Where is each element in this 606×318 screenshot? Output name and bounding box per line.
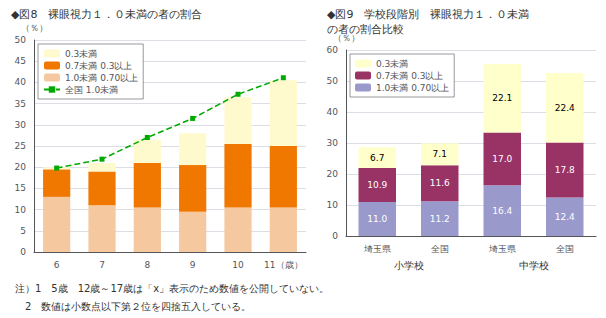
svg-text:50: 50 (15, 35, 27, 45)
svg-text:30: 30 (327, 138, 339, 148)
svg-text:6: 6 (54, 260, 60, 270)
svg-text:5: 5 (20, 226, 26, 236)
svg-text:22.1: 22.1 (492, 93, 512, 103)
svg-text:0.3未満: 0.3未満 (65, 49, 97, 59)
svg-text:35: 35 (15, 99, 26, 109)
svg-text:全国: 全国 (431, 244, 449, 254)
svg-text:22.4: 22.4 (555, 103, 575, 113)
svg-text:0.3未満: 0.3未満 (376, 59, 408, 69)
svg-text:6.7: 6.7 (370, 153, 384, 163)
svg-text:小学校: 小学校 (394, 260, 424, 271)
svg-text:埼玉県: 埼玉県 (363, 244, 391, 254)
svg-text:全国: 全国 (556, 244, 574, 254)
svg-text:15: 15 (15, 183, 26, 193)
svg-text:16.4: 16.4 (492, 206, 512, 216)
svg-text:11.2: 11.2 (430, 214, 450, 224)
svg-text:20: 20 (15, 162, 27, 172)
svg-text:埼玉県: 埼玉県 (488, 244, 516, 254)
svg-text:10.9: 10.9 (367, 180, 387, 190)
svg-text:17.8: 17.8 (555, 165, 575, 175)
svg-text:20: 20 (327, 169, 339, 179)
svg-text:9: 9 (190, 260, 196, 270)
svg-text:10: 10 (327, 200, 339, 210)
svg-text:0.7未満 0.3以上: 0.7未満 0.3以上 (376, 71, 444, 81)
svg-text:11.0: 11.0 (367, 214, 387, 224)
svg-text:10: 10 (15, 205, 27, 215)
svg-text:7.1: 7.1 (433, 149, 447, 159)
svg-text:40: 40 (15, 77, 27, 87)
svg-text:注）1 5歳 12歳～17歳は「x」表示のため数値を公開して: 注）1 5歳 12歳～17歳は「x」表示のため数値を公開していない。 (15, 283, 329, 294)
svg-text:0: 0 (332, 231, 338, 241)
svg-text:40: 40 (327, 107, 339, 117)
svg-text:25: 25 (15, 141, 26, 151)
svg-text:2 数値は小数点以下第２位を四捨五入している。: 2 数値は小数点以下第２位を四捨五入している。 (15, 301, 251, 312)
svg-text:全国 1.0未満: 全国 1.0未満 (65, 85, 118, 95)
svg-text:30: 30 (15, 120, 27, 130)
svg-text:10: 10 (232, 260, 244, 270)
svg-text:（％）: （％） (21, 23, 48, 33)
svg-text:11（歳）: 11（歳） (264, 260, 302, 270)
svg-text:中学校: 中学校 (519, 260, 549, 271)
svg-text:17.0: 17.0 (492, 154, 512, 164)
svg-text:◆図9 学校段階別 裸眼視力１．０未満: ◆図9 学校段階別 裸眼視力１．０未満 (327, 8, 529, 21)
svg-text:12.4: 12.4 (555, 212, 575, 222)
svg-text:11.6: 11.6 (430, 178, 450, 188)
svg-text:45: 45 (15, 56, 26, 66)
svg-text:60: 60 (327, 45, 339, 55)
svg-text:の者の割合比較: の者の割合比較 (327, 23, 404, 36)
svg-text:0: 0 (20, 247, 26, 257)
svg-text:50: 50 (327, 76, 339, 86)
svg-text:◆図8 裸眼視力１．０未満の者の割合: ◆図8 裸眼視力１．０未満の者の割合 (11, 8, 202, 21)
svg-text:7: 7 (99, 260, 105, 270)
svg-text:1.0未満 0.70以上: 1.0未満 0.70以上 (376, 83, 449, 93)
svg-text:0.7未満 0.3以上: 0.7未満 0.3以上 (65, 61, 133, 71)
svg-text:1.0未満 0.70以上: 1.0未満 0.70以上 (65, 73, 138, 83)
svg-text:8: 8 (144, 260, 150, 270)
